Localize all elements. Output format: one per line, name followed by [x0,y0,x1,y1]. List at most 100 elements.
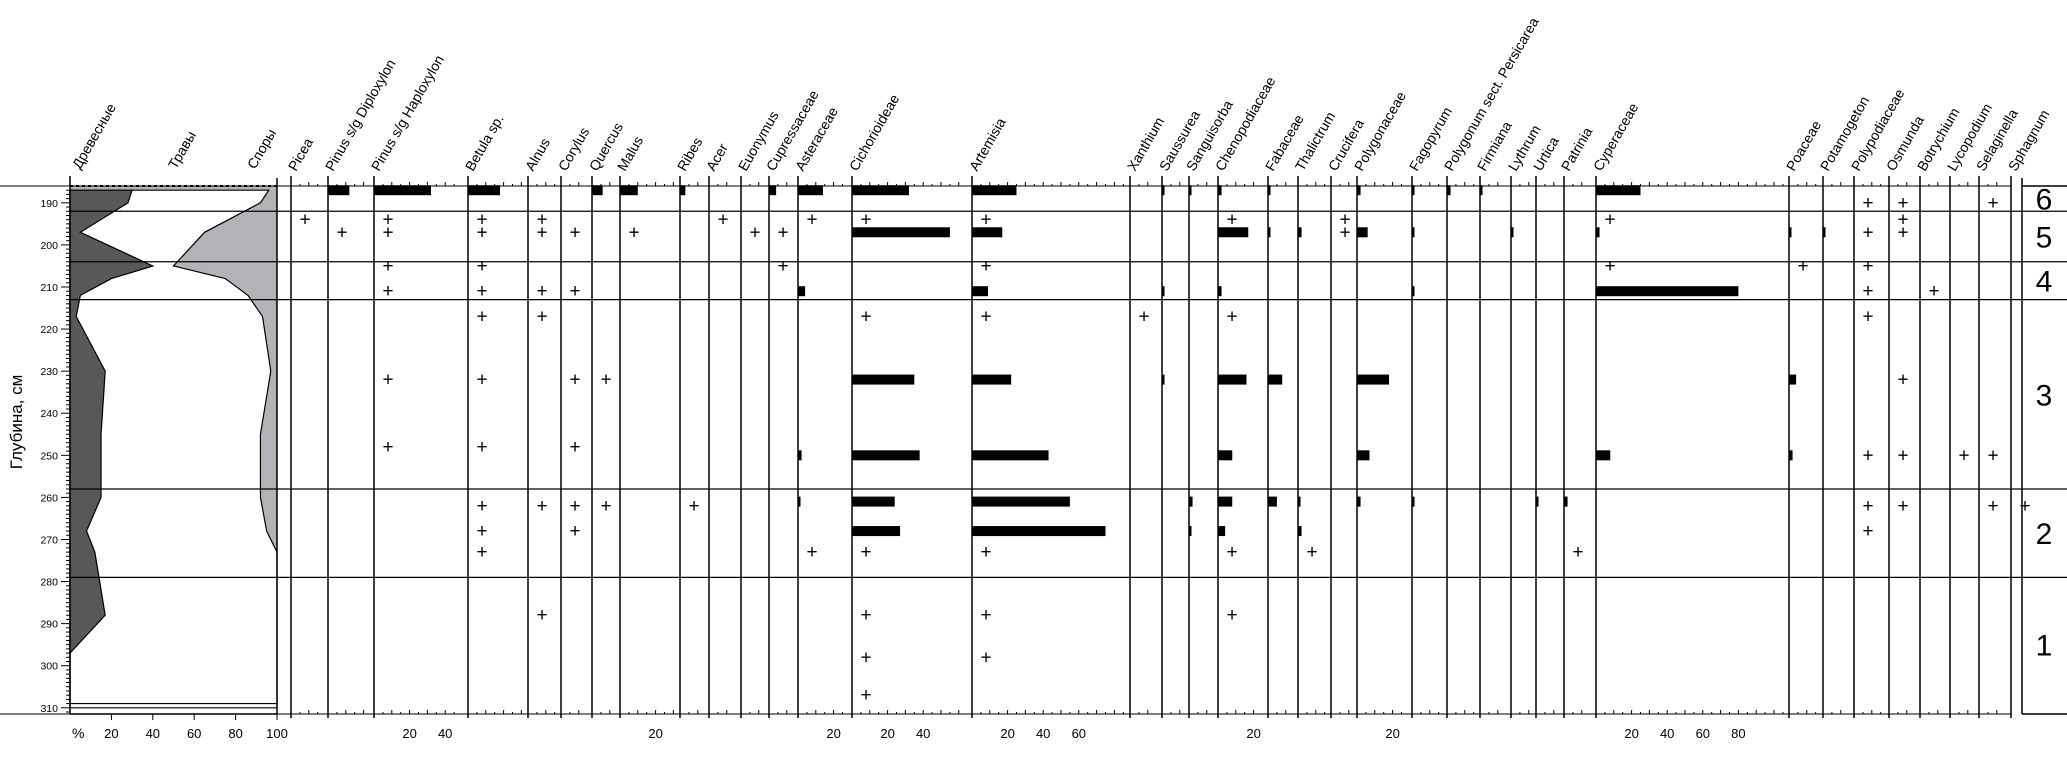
trace-marker: + [1604,256,1615,277]
taxon-column-sphagnum: Sphagnum+ [0,107,2052,718]
taxon-column-acer: Acer + [703,140,735,718]
abundance-bar [1162,374,1165,385]
summary-x-tick-label: 100 [266,726,288,741]
trace-marker: + [600,370,611,391]
depth-axis: Глубина, см 190 200 210 220 230 240 250 260 270 2… [7,176,71,715]
abundance-bar [1189,185,1192,196]
trace-marker: + [600,496,611,517]
depth-tick-label: 270 [40,534,58,546]
abundance-bar [1268,374,1283,385]
abundance-bar [1596,450,1611,461]
taxon-column-botrychium: Botrychium+ [1914,105,1963,718]
trace-marker: + [382,210,393,231]
abundance-bar [1789,227,1792,238]
abundance-bar [852,450,920,461]
summary-x-unit: % [72,725,84,741]
trace-marker: + [1897,445,1908,466]
taxon-column-saussurea: Saussurea [1156,107,1203,718]
abundance-bar [972,227,1003,238]
trace-marker: + [1797,256,1808,277]
zone-label: 2 [2036,518,2053,551]
trace-marker: + [382,370,393,391]
trace-marker: + [628,222,639,243]
summary-panel: Древесные Травы Споры% 20 40 60 80 100 [69,100,288,741]
abundance-bar [468,185,501,196]
abundance-bar [1357,227,1368,238]
taxon-column-cichorioideae: Cichorioideae 20 40 + + + + + + [846,91,966,741]
taxon-column-urtica: Urtica [1530,134,1562,718]
zone-lines [70,210,2067,578]
abundance-bar [1412,227,1415,238]
trace-marker: + [536,222,547,243]
abundance-bar [1298,526,1302,537]
taxon-column-patrinia: Patrinia+ [1558,124,1595,718]
trace-marker: + [2019,496,2030,517]
abundance-bar [1357,374,1390,385]
trace-marker: + [476,496,487,517]
taxon-name: Artemisia [966,115,1009,174]
abundance-bar [1823,227,1826,238]
summary-x-tick-label: 80 [228,726,242,741]
depth-tick-label: 280 [40,577,58,589]
trace-marker: + [569,281,580,302]
abundance-bar [1189,526,1192,537]
abundance-bar [1357,450,1370,461]
trace-marker: + [860,605,871,626]
trace-marker: + [1897,193,1908,214]
taxon-column-betula-sp-: Betula sp.++++++++++ [462,112,522,718]
abundance-bar [1789,450,1793,461]
trace-marker: + [806,542,817,563]
abundance-bar [1412,185,1415,196]
trace-marker: + [536,496,547,517]
depth-tick-label: 260 [40,492,58,504]
trace-marker: + [476,542,487,563]
abundance-bar [374,185,431,196]
taxon-x-tick-label: 80 [1731,726,1745,741]
trees-area [69,189,155,708]
trace-marker: + [1339,210,1350,231]
depth-tick-label: 240 [40,408,58,420]
depth-tick-label: 190 [40,198,58,210]
trace-marker: + [569,222,580,243]
abundance-bar [1596,286,1739,297]
abundance-bar [1480,185,1483,196]
zone-label: 4 [2036,266,2053,299]
trace-marker: + [806,210,817,231]
trace-marker: + [569,496,580,517]
taxon-x-tick-label: 20 [1624,726,1638,741]
trace-marker: + [777,256,788,277]
taxon-column-polypodiaceae: Polypodiaceae++++++++ [1848,86,1908,718]
trace-marker: + [980,647,991,668]
trace-marker: + [980,542,991,563]
trace-marker: + [476,370,487,391]
trace-marker: + [536,306,547,327]
depth-tick-label: 230 [40,366,58,378]
trace-marker: + [569,521,580,542]
taxon-column-corylus: Corylus++++++ [555,124,592,718]
abundance-bar [1536,496,1539,507]
taxon-column-selaginella: Selaginella+++ [1973,106,2021,718]
trace-marker: + [1928,281,1939,302]
taxon-column-artemisia: Artemisia 20 40 60 + + + + + + [966,115,1124,741]
abundance-bar [972,374,1012,385]
trace-marker: + [1897,370,1908,391]
trace-marker: + [1339,222,1350,243]
trace-marker: + [536,281,547,302]
trace-marker: + [1862,222,1873,243]
trace-marker: + [476,210,487,231]
abundance-bar [1218,374,1247,385]
trace-marker: + [1862,306,1873,327]
abundance-bar [1218,450,1233,461]
abundance-bar [1218,286,1222,297]
taxon-column-potamogeton: Potamogeton [1817,93,1872,718]
taxon-column-crucifera: Crucifera++ [1325,116,1367,718]
summary-label: Споры [244,126,280,172]
abundance-bar [1268,496,1277,507]
abundance-bar [852,496,895,507]
trace-marker: + [860,306,871,327]
abundance-bar [1268,227,1271,238]
trace-marker: + [777,222,788,243]
trace-marker: + [536,605,547,626]
